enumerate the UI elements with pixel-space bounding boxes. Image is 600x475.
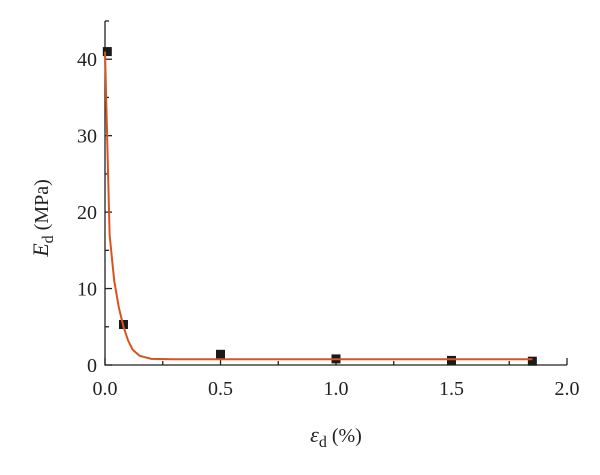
y-label-subscript: d	[40, 235, 57, 243]
y-tick-label: 40	[77, 49, 97, 71]
x-tick-label: 1.0	[324, 378, 349, 400]
data-point	[447, 355, 456, 365]
y-tick-label: 30	[77, 126, 97, 148]
data-point	[216, 349, 225, 359]
y-tick-label: 0	[87, 355, 97, 377]
x-label-unit: (%)	[332, 425, 362, 447]
y-tick-label: 20	[77, 202, 97, 224]
data-point	[102, 47, 112, 57]
x-label-symbol: ε	[310, 422, 319, 447]
y-tick-label: 10	[77, 279, 97, 301]
y-label-symbol: E	[28, 243, 53, 258]
data-point	[527, 356, 537, 366]
fit-line	[104, 51, 533, 361]
y-axis-label: Ed (MPa)	[28, 179, 57, 258]
x-label-subscript: d	[319, 434, 327, 451]
axes	[104, 21, 567, 366]
x-tick-label: 0.0	[93, 378, 118, 400]
x-tick-label: 0.5	[208, 378, 233, 400]
y-label-unit: (MPa)	[31, 179, 53, 230]
x-tick-label: 1.5	[439, 378, 464, 400]
x-tick-label: 2.0	[555, 378, 580, 400]
x-axis-label: εd (%)	[310, 422, 362, 451]
